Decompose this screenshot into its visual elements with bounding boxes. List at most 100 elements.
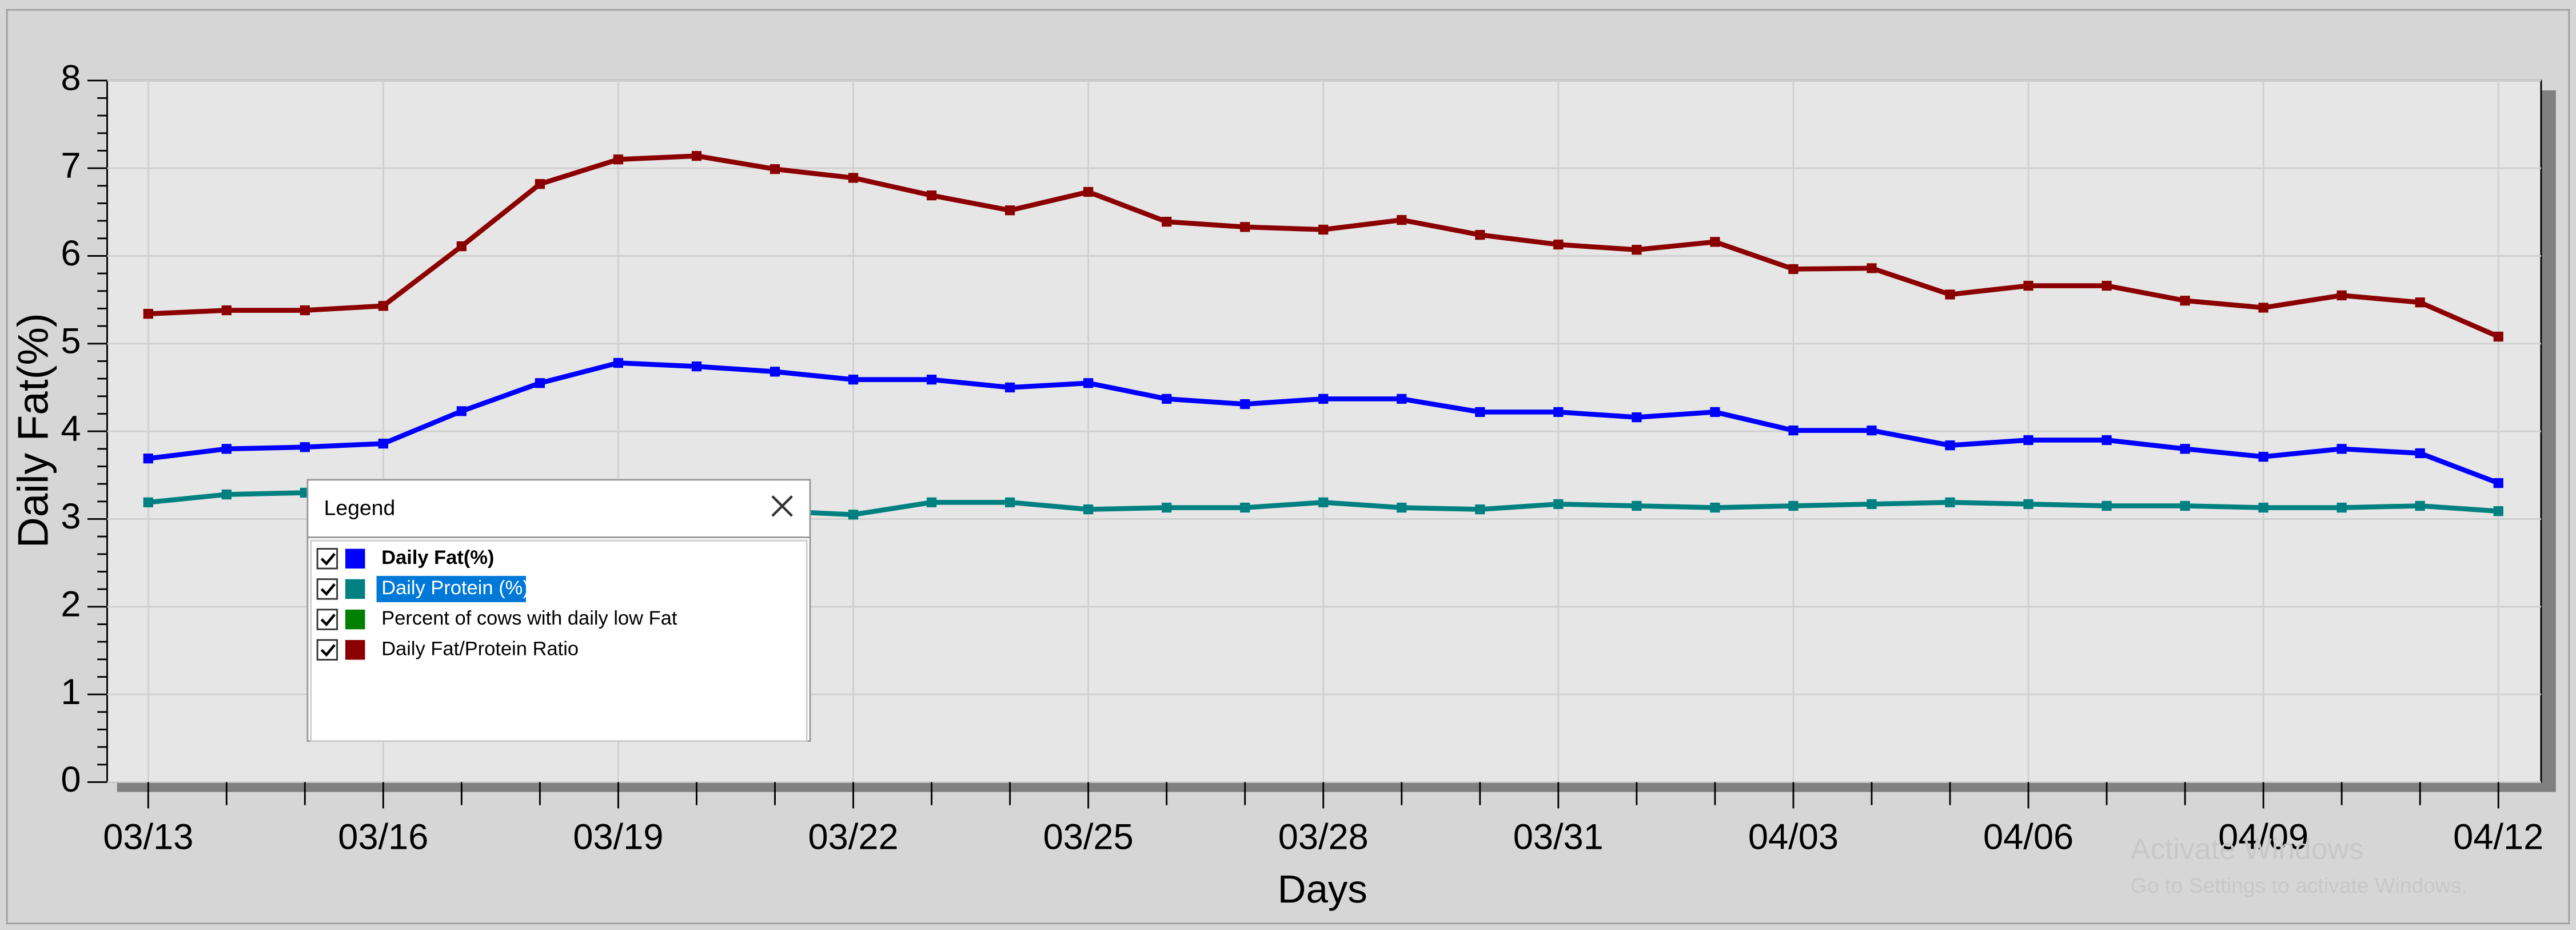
close-icon[interactable] — [771, 495, 793, 517]
data-point — [143, 309, 153, 319]
data-point — [1553, 239, 1564, 250]
legend-swatch — [345, 549, 365, 569]
data-point — [221, 489, 232, 500]
data-point — [1005, 382, 1015, 393]
data-point — [1318, 224, 1329, 235]
data-point — [2102, 280, 2112, 291]
legend-check[interactable] — [320, 583, 336, 596]
data-point — [300, 442, 310, 452]
legend-swatch — [345, 579, 365, 599]
y-tick-label: 1 — [61, 672, 81, 712]
y-tick-label: 8 — [61, 58, 81, 98]
data-point — [1475, 504, 1485, 515]
data-point — [1162, 502, 1172, 513]
data-point — [2180, 296, 2190, 306]
data-point — [1397, 502, 1407, 513]
y-tick-label: 4 — [61, 409, 81, 449]
legend-title: Legend — [324, 495, 396, 519]
y-tick-label: 7 — [61, 146, 81, 186]
x-tick-label: 04/12 — [2453, 817, 2543, 857]
data-point — [1945, 289, 1955, 300]
data-point — [2102, 500, 2112, 511]
legend-close[interactable] — [771, 495, 793, 517]
data-point — [613, 357, 624, 368]
x-tick-label: 03/13 — [103, 817, 193, 857]
data-point — [1632, 245, 1642, 255]
x-tick-label: 03/22 — [808, 817, 899, 857]
legend-checkbox[interactable] — [316, 548, 338, 570]
legend-label[interactable]: Daily Fat/Protein Ratio — [381, 638, 579, 659]
legend-checkbox[interactable] — [316, 578, 338, 600]
data-point — [1788, 264, 1799, 275]
x-tick-label: 04/06 — [1983, 817, 2073, 857]
data-point — [1318, 394, 1329, 404]
data-point — [1475, 407, 1485, 417]
data-point — [1788, 425, 1799, 436]
data-point — [848, 375, 859, 385]
data-point — [691, 361, 702, 372]
data-point — [1162, 394, 1172, 404]
data-point — [769, 164, 780, 174]
y-tick-label: 5 — [61, 321, 81, 361]
data-point — [1632, 500, 1642, 511]
y-tick-label: 2 — [61, 584, 81, 624]
data-point — [1083, 378, 1094, 388]
legend-check[interactable] — [320, 644, 336, 657]
axes: 0 1 2 3 4 5 6 7 8 03/13 03/16 03/19 03/22 03/25 03/28 0… — [61, 58, 2543, 857]
data-point — [2180, 444, 2190, 454]
legend-swatch — [345, 639, 365, 660]
data-point — [1553, 407, 1564, 417]
data-point — [143, 497, 153, 507]
data-point — [1240, 502, 1250, 513]
legend-label[interactable]: Daily Fat(%) — [381, 547, 494, 569]
data-point — [300, 305, 310, 316]
legend-swatch — [345, 609, 365, 630]
data-point — [1867, 425, 1877, 436]
data-point — [1005, 497, 1015, 507]
data-point — [2336, 444, 2347, 454]
data-point — [1397, 214, 1407, 225]
data-point — [2023, 499, 2033, 509]
data-point — [2415, 297, 2425, 308]
x-axis-title: Days — [1278, 867, 1367, 911]
data-point — [1162, 217, 1172, 227]
data-point — [2258, 451, 2268, 462]
legend-checkbox[interactable] — [316, 639, 338, 661]
lines — [143, 151, 2503, 520]
legend-checkbox[interactable] — [316, 609, 338, 630]
x-tick-label: 04/09 — [2218, 817, 2308, 857]
data-point — [1867, 499, 1877, 509]
data-point — [456, 241, 467, 252]
data-point — [2493, 331, 2503, 342]
legend-label[interactable]: Daily Protein (%) — [381, 577, 529, 599]
data-point — [2415, 500, 2425, 511]
data-point — [535, 179, 545, 189]
x-tick-label: 03/31 — [1513, 817, 1604, 857]
data-point — [378, 301, 388, 311]
x-tick-label: 03/25 — [1043, 817, 1134, 857]
data-point — [1945, 440, 1955, 451]
data-point — [1005, 205, 1015, 216]
legend-check[interactable] — [320, 553, 336, 566]
grid — [107, 80, 2541, 783]
watermark-title: Activate Windows — [2131, 832, 2364, 865]
data-point — [2023, 435, 2033, 446]
data-point — [1788, 500, 1799, 511]
data-point — [221, 444, 232, 454]
y-axis-title: Daily Fat(%) — [9, 313, 57, 548]
data-point — [2258, 303, 2268, 313]
data-point — [1632, 412, 1642, 423]
legend-check[interactable] — [320, 613, 336, 627]
data-point — [1553, 499, 1564, 509]
data-point — [1710, 407, 1720, 417]
data-point — [769, 367, 780, 377]
data-point — [1945, 497, 1955, 507]
data-point — [2102, 435, 2112, 446]
data-point — [926, 497, 937, 507]
data-point — [2493, 506, 2503, 516]
legend-label[interactable]: Percent of cows with daily low Fat — [381, 607, 677, 629]
data-point — [2493, 478, 2503, 488]
data-point — [926, 375, 937, 385]
data-point — [2415, 448, 2425, 459]
